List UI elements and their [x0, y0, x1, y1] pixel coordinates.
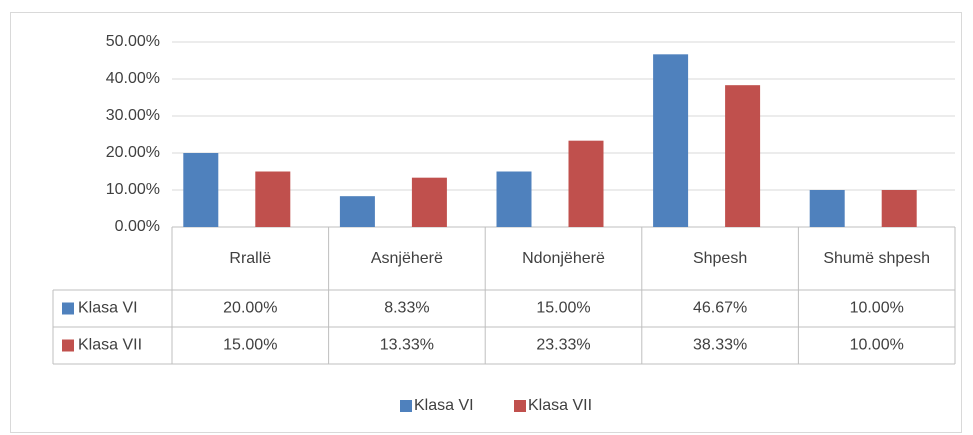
table-legend-key: [62, 302, 74, 315]
table-value: 23.33%: [536, 337, 590, 354]
bar: [653, 54, 689, 227]
table-value: 10.00%: [850, 337, 904, 354]
table-value: 20.00%: [223, 300, 277, 317]
table-series-name: Klasa VI: [78, 300, 138, 317]
bar: [725, 85, 761, 227]
x-tick-label: Ndonjëherë: [522, 249, 605, 267]
table-value: 38.33%: [693, 337, 747, 354]
table-value: 10.00%: [850, 300, 904, 317]
table-series-name: Klasa VII: [78, 337, 142, 354]
legend-label: Klasa VII: [528, 397, 592, 414]
x-tick-label-box: Rrallë: [229, 249, 272, 267]
y-tick-label: 30.00%: [106, 107, 160, 124]
x-tick-label-box: Shpesh: [692, 249, 748, 267]
bar: [339, 196, 375, 227]
bar: [183, 153, 219, 227]
table-value: 15.00%: [223, 337, 277, 354]
y-tick-label: 10.00%: [106, 181, 160, 198]
y-tick-label: 40.00%: [106, 70, 160, 87]
x-tick-label-box: Asnjëherë: [370, 249, 443, 267]
x-tick-label: Shpesh: [692, 249, 748, 267]
bar: [809, 190, 845, 227]
bar: [411, 177, 447, 227]
y-tick-label: 50.00%: [106, 33, 160, 50]
bar: [255, 171, 291, 227]
table-value: 13.33%: [380, 337, 434, 354]
legend-key: [400, 400, 412, 412]
legend-label: Klasa VI: [414, 397, 474, 414]
chart-frame: [10, 12, 962, 433]
bar: [496, 171, 532, 227]
x-tick-label: Shumë shpesh: [823, 249, 931, 267]
y-tick-label: 20.00%: [106, 144, 160, 161]
x-tick-label-box: Ndonjëherë: [522, 249, 605, 267]
bar: [881, 190, 917, 227]
table-value: 8.33%: [384, 300, 429, 317]
table-value: 15.00%: [536, 300, 590, 317]
x-tick-label: Asnjëherë: [370, 249, 443, 267]
table-value: 46.67%: [693, 300, 747, 317]
x-tick-label-box: Shumë shpesh: [823, 249, 931, 267]
bar: [568, 140, 604, 227]
legend-key: [514, 400, 526, 412]
x-tick-label: Rrallë: [229, 249, 272, 267]
y-tick-label: 0.00%: [115, 218, 160, 235]
table-legend-key: [62, 339, 74, 352]
